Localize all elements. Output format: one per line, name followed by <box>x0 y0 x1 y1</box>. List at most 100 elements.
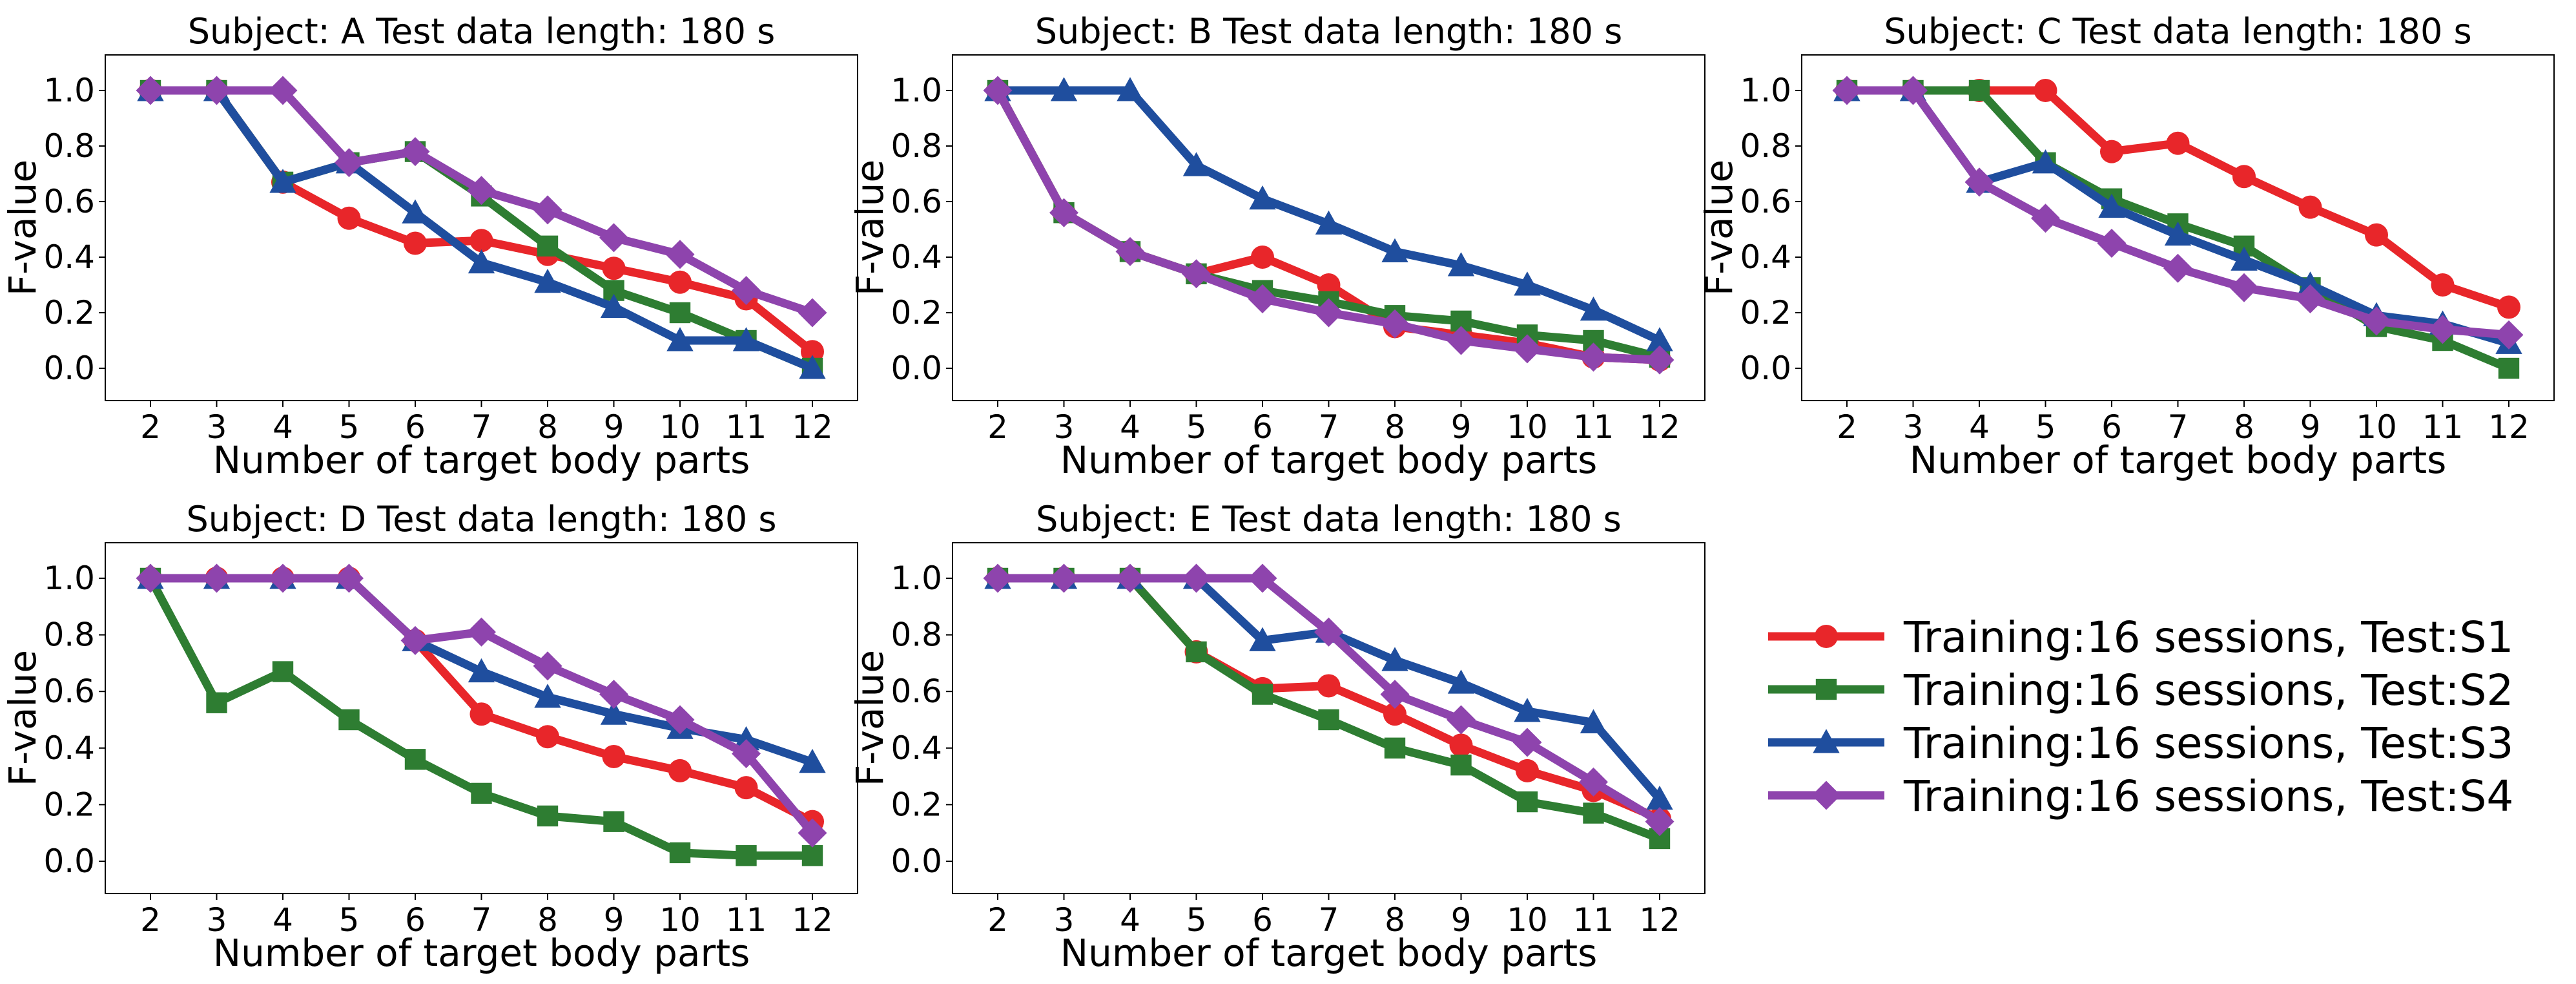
data-point <box>983 76 1013 105</box>
x-tick-label: 11 <box>726 901 767 939</box>
data-point <box>1899 76 1928 105</box>
y-tick-label: 0.2 <box>891 294 942 331</box>
data-point <box>1646 327 1673 351</box>
x-tick-label: 8 <box>1385 408 1405 446</box>
x-tick-label: 10 <box>659 901 701 939</box>
x-tick-label: 11 <box>1573 408 1614 446</box>
x-tick-label: 2 <box>987 408 1008 446</box>
legend-label: Training:16 sessions, Test:S3 <box>1903 718 2513 768</box>
data-point <box>2097 229 2127 258</box>
data-point <box>335 563 364 593</box>
data-point <box>799 749 826 773</box>
data-point <box>1249 185 1276 210</box>
data-point <box>1514 698 1541 722</box>
series-diamond <box>136 76 827 328</box>
x-tick-label: 4 <box>273 901 293 939</box>
data-point <box>798 298 827 328</box>
series-line <box>993 574 1664 843</box>
y-tick-label: 0.8 <box>43 127 95 165</box>
y-tick-label: 0.2 <box>891 786 942 823</box>
y-axis-label: F-value <box>1697 160 1741 296</box>
data-point <box>537 805 559 827</box>
data-point <box>2166 131 2190 155</box>
data-point <box>1512 728 1542 757</box>
data-point <box>666 327 694 351</box>
data-point <box>202 563 231 593</box>
data-point <box>603 811 624 832</box>
x-tick-label: 4 <box>1969 408 1990 446</box>
data-point <box>1381 647 1408 671</box>
x-tick-label: 5 <box>2035 408 2056 446</box>
data-point <box>1447 252 1475 277</box>
subplot-3: Subject: C Test data length: 180 s 2 3 4 5 6 7… <box>1697 11 2555 482</box>
x-axis-label: Number of target body parts <box>1910 438 2447 482</box>
x-tick-label: 11 <box>1573 901 1614 939</box>
data-point <box>2498 357 2520 379</box>
data-point <box>1968 79 1990 101</box>
data-point <box>669 842 691 864</box>
data-point <box>2494 320 2524 350</box>
subplot-title: Subject: D Test data length: 180 s <box>186 499 776 539</box>
data-point <box>1516 759 1539 782</box>
y-tick-label: 0.4 <box>891 729 942 767</box>
data-point <box>2100 140 2123 163</box>
data-point <box>2497 295 2520 319</box>
y-axis-label: F-value <box>1 160 45 296</box>
data-point <box>1050 77 1078 101</box>
x-tick-label: 6 <box>2101 408 2122 446</box>
series-diamond <box>983 76 1674 375</box>
data-point <box>1380 680 1410 709</box>
data-point <box>736 845 757 866</box>
data-point <box>1449 733 1473 757</box>
data-point <box>2034 79 2057 102</box>
y-tick-label: 0.8 <box>1740 127 1791 165</box>
x-tick-label: 7 <box>1319 408 1339 446</box>
data-point <box>1115 236 1145 266</box>
data-point <box>1314 298 1343 328</box>
data-point <box>599 223 628 253</box>
data-point <box>1182 563 1211 593</box>
data-point <box>1384 737 1406 759</box>
data-point <box>1447 705 1476 735</box>
legend-label: Training:16 sessions, Test:S2 <box>1903 665 2513 715</box>
data-point <box>1583 802 1604 824</box>
y-tick-label: 0.6 <box>43 183 95 220</box>
data-point <box>2431 273 2455 297</box>
x-axis-label: Number of target body parts <box>1060 438 1598 482</box>
data-point <box>469 229 493 253</box>
x-tick-label: 9 <box>1451 408 1472 446</box>
y-tick-label: 0.8 <box>891 127 942 165</box>
data-point <box>471 782 492 804</box>
y-tick-label: 0.4 <box>43 729 95 767</box>
x-tick-label: 11 <box>2422 408 2464 446</box>
series-line <box>1842 86 2513 339</box>
x-tick-label: 6 <box>405 408 426 446</box>
x-tick-label: 4 <box>1120 408 1140 446</box>
data-point <box>136 563 165 593</box>
y-tick-label: 0.4 <box>891 238 942 276</box>
y-tick-label: 0.0 <box>43 843 95 880</box>
subplot-5: Subject: E Test data length: 180 s 2 3 4 5 6 7… <box>848 499 1705 975</box>
data-point <box>1318 709 1339 731</box>
data-point <box>1248 563 1277 593</box>
x-tick-label: 9 <box>604 408 624 446</box>
y-tick-label: 0.6 <box>891 183 942 220</box>
data-point <box>536 725 559 749</box>
data-point <box>1580 709 1607 733</box>
data-point <box>1381 238 1408 262</box>
x-tick-label: 8 <box>1385 901 1405 939</box>
data-point <box>404 749 426 770</box>
x-tick-label: 9 <box>1451 901 1472 939</box>
data-point <box>1383 702 1406 726</box>
data-point <box>983 563 1013 593</box>
series-line <box>993 574 1664 826</box>
data-point <box>400 137 430 167</box>
data-point <box>734 776 758 800</box>
data-point <box>669 302 691 324</box>
data-point <box>1645 807 1674 837</box>
series-diamond <box>136 563 827 848</box>
data-point <box>1251 246 1274 269</box>
data-point <box>269 169 296 193</box>
data-point <box>1645 345 1674 375</box>
series-square <box>139 567 823 866</box>
